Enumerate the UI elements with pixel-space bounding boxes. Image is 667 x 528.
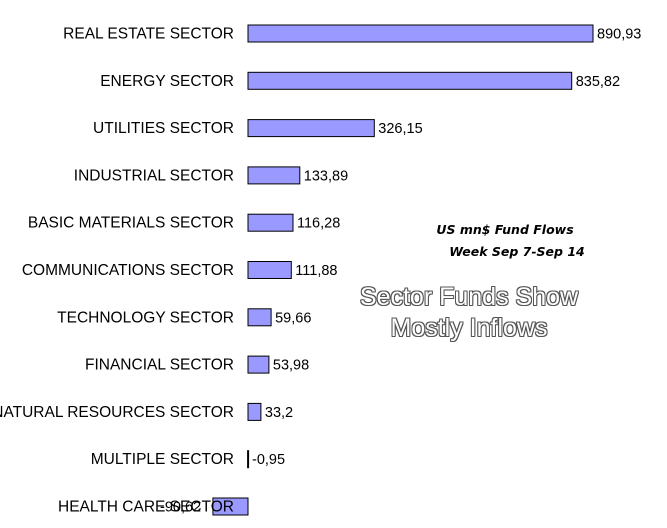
- category-label-2: ENERGY SECTOR: [100, 73, 234, 90]
- value-label-9: 33,2: [265, 405, 293, 421]
- value-label-1: 890,93: [597, 27, 641, 43]
- category-label-3: UTILITIES SECTOR: [93, 120, 234, 137]
- headline-line-1: Sector Funds Show: [359, 283, 579, 311]
- value-label-10: -0,95: [252, 452, 285, 468]
- value-label-11: -90,62: [160, 500, 201, 516]
- bar-1: [247, 24, 594, 43]
- category-label-8: FINANCIAL SECTOR: [85, 357, 234, 374]
- bar-8: [247, 355, 270, 374]
- value-label-5: 116,28: [297, 216, 340, 232]
- bar-2: [247, 71, 573, 90]
- value-label-3: 326,15: [378, 121, 422, 137]
- value-labels-group: 890,93 835,82 326,15 133,89 116,28 111,88 59,6…: [160, 27, 641, 516]
- category-label-6: COMMUNICATIONS SECTOR: [22, 262, 234, 279]
- value-label-4: 133,89: [304, 168, 348, 184]
- bar-10: [247, 450, 250, 469]
- category-label-1: REAL ESTATE SECTOR: [63, 26, 234, 43]
- headline-line-2: Mostly Inflows: [390, 314, 548, 342]
- bars-group: [212, 24, 594, 516]
- bar-6: [247, 261, 292, 279]
- value-label-7: 59,66: [275, 310, 311, 326]
- bar-9: [247, 402, 262, 421]
- category-label-7: TECHNOLOGY SECTOR: [57, 309, 234, 326]
- category-label-10: MULTIPLE SECTOR: [91, 451, 234, 468]
- bar-5: [247, 213, 294, 232]
- category-label-4: INDUSTRIAL SECTOR: [74, 167, 234, 184]
- value-label-2: 835,82: [576, 74, 620, 90]
- subtitle-line-2: Week Sep 7-Sep 14: [449, 244, 585, 259]
- category-label-9: NATURAL RESOURCES SECTOR: [0, 404, 234, 421]
- value-label-8: 53,98: [273, 358, 309, 374]
- chart-subtitle: US mn$ Fund Flows Week Sep 7-Sep 14: [405, 219, 605, 263]
- chart-headline: Sector Funds Show Mostly Inflows: [319, 282, 619, 344]
- category-label-5: BASIC MATERIALS SECTOR: [28, 215, 234, 232]
- bar-11: [212, 497, 249, 516]
- value-label-6: 111,88: [295, 263, 337, 279]
- category-labels-group: REAL ESTATE SECTOR ENERGY SECTOR UTILITIES…: [0, 26, 234, 516]
- subtitle-line-1: US mn$ Fund Flows: [436, 222, 574, 237]
- bar-7: [247, 308, 272, 327]
- category-label-11: HEALTH CARE SECTOR: [58, 499, 234, 516]
- bar-4: [247, 166, 301, 185]
- bar-3: [247, 119, 375, 138]
